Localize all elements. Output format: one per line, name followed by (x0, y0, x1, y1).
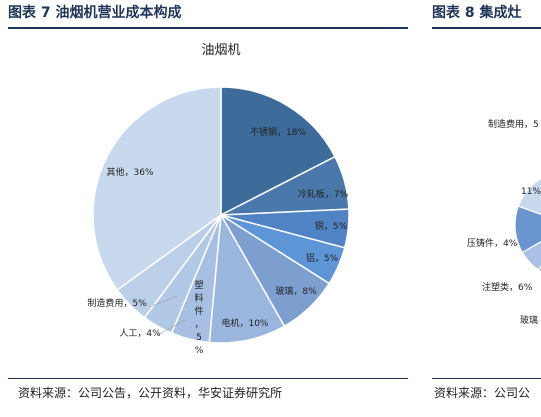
slice-label-6: 塑料件， 5% (194, 280, 203, 356)
header-rule-right (432, 27, 541, 29)
leader-line-1 (157, 319, 186, 336)
header-rule-left (8, 27, 408, 29)
slice-label-1: 冷轧板，7% (298, 188, 349, 200)
pie-slice-9 (92, 86, 222, 291)
slice-label-9: 其他，36% (106, 166, 153, 178)
slice-label-4: 玻璃，8% (275, 285, 317, 297)
leader-line-0 (151, 295, 178, 307)
figure-title-right: 图表 8 集成灶 (432, 5, 522, 21)
chart-title: 油烟机 (201, 43, 240, 58)
slice-label-2: 铜，5% (315, 220, 348, 232)
right-slice-label-4: 玻璃 (520, 314, 538, 326)
source-note-left: 资料来源：公司公告，公开资料，华安证券研究所 (18, 386, 283, 400)
pie-chart-integrated-stove-partial: 制造费用，5 11% 压铸件，4% 注塑类，6% 玻璃 (467, 118, 541, 326)
slice-label-8: 制造费用，5% (87, 297, 147, 309)
source-note-right: 资料来源：公司公 (434, 386, 531, 400)
figure-title-left: 图表 7 油烟机营业成本构成 (8, 5, 182, 21)
right-slice-label-0: 制造费用，5 (488, 118, 539, 130)
slice-label-3: 铝，5% (306, 252, 339, 264)
footer-rule-left (8, 378, 408, 379)
pie-slice-5 (208, 212, 286, 344)
slice-label-5: 电机，10% (221, 317, 268, 329)
pie-slice-0 (220, 86, 336, 217)
right-slice-label-2: 压铸件，4% (467, 237, 518, 249)
right-slice-label-3: 注塑类，6% (482, 281, 533, 293)
right-pie-slice-3 (537, 265, 541, 273)
footer-rule-right (432, 378, 541, 379)
slice-label-7: 人工，4% (119, 328, 161, 339)
slice-label-0: 不锈钢，18% (250, 126, 306, 138)
right-slice-label-1: 11% (521, 187, 541, 197)
